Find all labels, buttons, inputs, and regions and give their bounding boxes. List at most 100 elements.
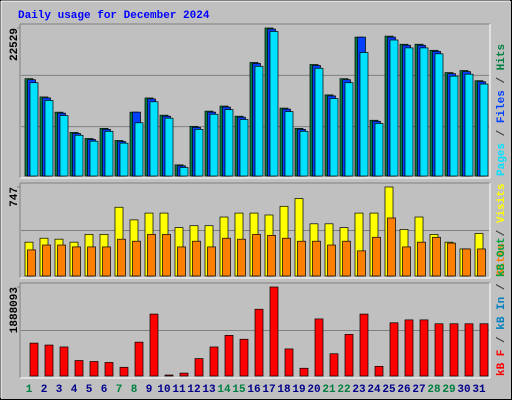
y-tick-label: 1888093: [9, 287, 21, 334]
bar: [147, 234, 156, 277]
bar: [449, 75, 459, 177]
x-tick-label: 18: [277, 384, 291, 396]
bar: [329, 353, 339, 377]
bar: [119, 366, 129, 377]
x-tick-label: 31: [472, 384, 486, 396]
bar: [327, 244, 336, 277]
x-tick-label: 24: [367, 384, 381, 396]
bar: [344, 334, 354, 377]
bar: [164, 374, 174, 377]
x-tick-label: 26: [397, 384, 410, 396]
x-tick-label: 17: [262, 384, 275, 396]
bar: [132, 240, 141, 277]
bar: [119, 142, 129, 177]
bar: [74, 134, 84, 177]
bar: [344, 82, 354, 177]
legend-separator: /: [496, 123, 508, 143]
bar: [27, 249, 36, 277]
bar: [404, 47, 414, 177]
bar: [359, 313, 369, 377]
x-tick-label: 2: [41, 384, 48, 396]
bar: [134, 122, 144, 177]
bar: [44, 100, 54, 177]
legend-entry: kB In: [496, 297, 508, 330]
bar: [419, 47, 429, 177]
bar: [314, 67, 324, 177]
legend-entry: Pages: [496, 143, 508, 176]
bar: [59, 346, 69, 377]
legend-entry: kB F: [496, 350, 508, 376]
bar: [164, 117, 174, 177]
bar: [284, 111, 294, 177]
bar: [207, 246, 216, 277]
bar: [59, 115, 69, 177]
legend: Sites / Visits: [496, 184, 508, 276]
bar: [89, 361, 99, 377]
bar: [419, 319, 429, 377]
x-tick-label: 11: [172, 384, 186, 396]
bar: [462, 248, 471, 277]
bar: [372, 236, 381, 277]
bar: [479, 323, 489, 377]
bar: [117, 238, 126, 277]
x-tick-label: 23: [352, 384, 366, 396]
x-tick-label: 30: [457, 384, 470, 396]
bar: [269, 31, 279, 177]
bar: [177, 246, 186, 277]
bar: [194, 129, 204, 177]
x-tick-label: 16: [247, 384, 260, 396]
bar: [282, 237, 291, 277]
x-tick-label: 25: [382, 384, 396, 396]
legend-entry: Files: [496, 90, 508, 123]
bar: [387, 217, 396, 277]
legend-separator: /: [496, 70, 508, 90]
bar: [434, 323, 444, 377]
legend-entry: Visits: [496, 184, 508, 224]
bar: [269, 286, 279, 377]
bar: [149, 101, 159, 177]
legend-entry: Sites: [496, 243, 508, 276]
x-tick-label: 4: [71, 384, 78, 396]
bar: [224, 335, 234, 377]
x-tick-label: 5: [86, 384, 93, 396]
bar: [374, 365, 384, 377]
x-tick-label: 9: [146, 384, 153, 396]
bar: [252, 234, 261, 277]
x-tick-label: 15: [232, 384, 246, 396]
bar: [42, 244, 51, 277]
bar: [29, 342, 39, 377]
bar: [44, 344, 54, 377]
bar: [389, 322, 399, 377]
x-tick-label: 28: [427, 384, 441, 396]
x-tick-label: 10: [157, 384, 170, 396]
bar: [432, 236, 441, 277]
bar: [312, 240, 321, 277]
bar: [239, 338, 249, 377]
x-tick-label: 8: [131, 384, 138, 396]
bar: [342, 240, 351, 277]
bar: [389, 39, 399, 177]
bar: [314, 318, 324, 377]
bar: [102, 246, 111, 277]
bar: [134, 341, 144, 377]
y-tick-label: 747: [9, 187, 21, 207]
legend-separator: /: [496, 330, 508, 350]
bar: [57, 244, 66, 277]
y-tick-label: 22529: [9, 28, 21, 61]
bar: [477, 248, 486, 277]
x-tick-label: 7: [116, 384, 123, 396]
legend-entry: Hits: [496, 44, 508, 70]
x-tick-label: 22: [337, 384, 350, 396]
x-tick-label: 27: [412, 384, 425, 396]
bar: [447, 242, 456, 277]
bar: [299, 130, 309, 177]
bar: [209, 346, 219, 377]
bar: [254, 308, 264, 377]
bar: [29, 82, 39, 177]
bar: [179, 167, 189, 177]
bar: [404, 319, 414, 377]
bar: [374, 123, 384, 177]
legend-separator: /: [496, 223, 508, 243]
bar: [464, 323, 474, 377]
x-tick-label: 12: [187, 384, 200, 396]
